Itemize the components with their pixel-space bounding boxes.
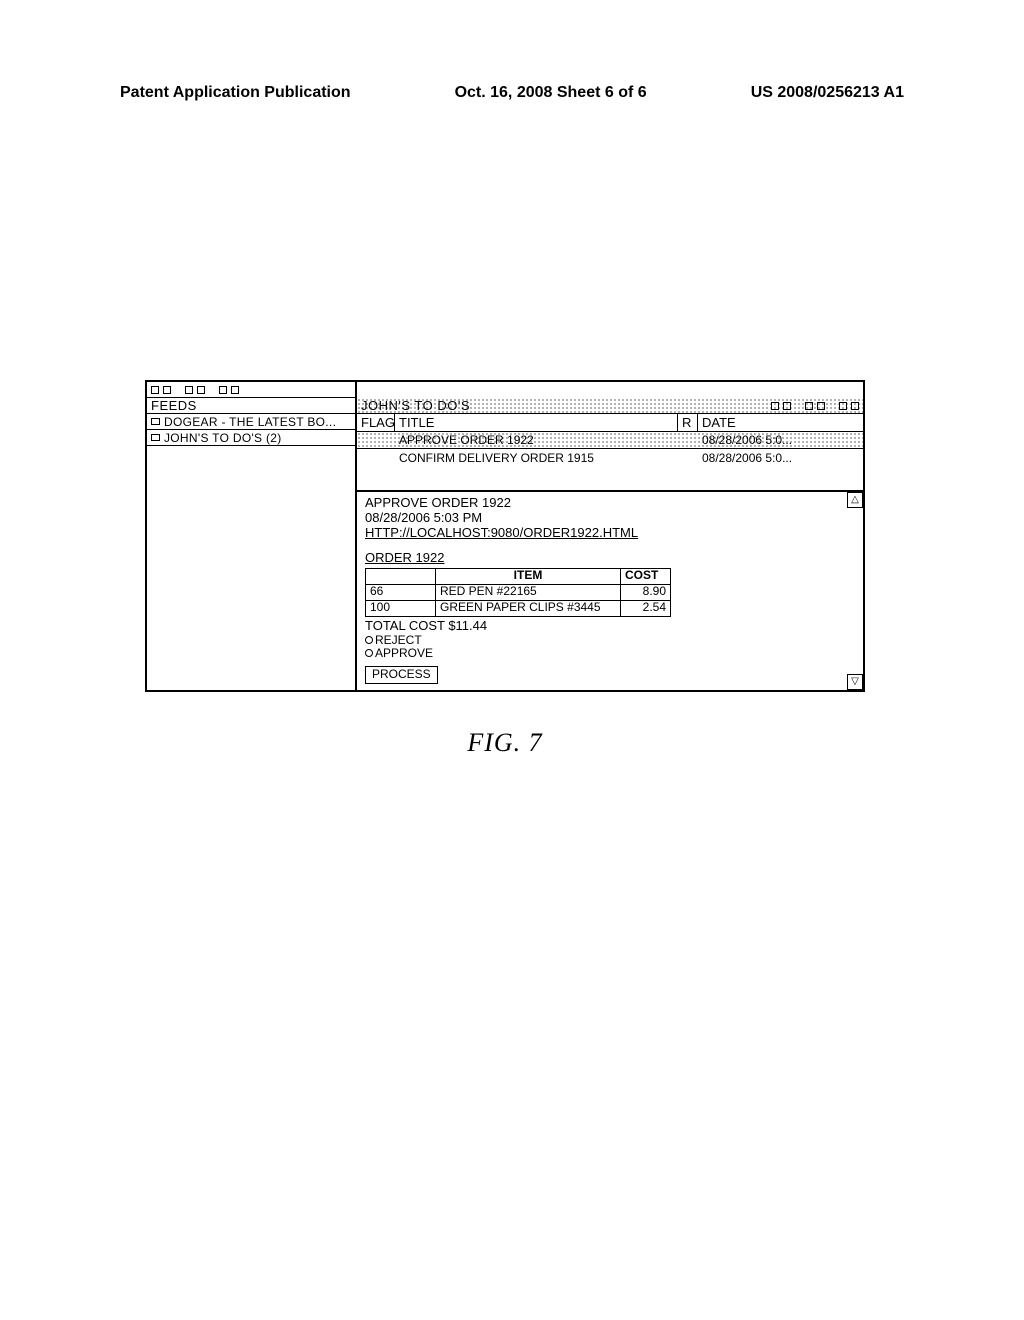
col-cost: COST [621, 568, 671, 584]
ui-frame: FEEDS DOGEAR - THE LATEST BO... JOHN'S T… [145, 380, 865, 692]
radio-icon [365, 649, 373, 657]
feed-icon [151, 434, 160, 441]
toolbar-icon[interactable] [817, 402, 825, 410]
toolbar-icon[interactable] [163, 386, 171, 394]
left-pane: FEEDS DOGEAR - THE LATEST BO... JOHN'S T… [147, 382, 357, 690]
col-qty [366, 568, 436, 584]
col-flag[interactable]: FLAG [357, 414, 395, 431]
right-pane: JOHN'S TO DO'S FLAG TITLE R DATE [357, 382, 863, 690]
header-right: US 2008/0256213 A1 [751, 84, 904, 102]
message-date: 08/28/2006 5:0... [698, 451, 863, 465]
feed-item-label: DOGEAR - THE LATEST BO... [164, 415, 336, 429]
cell-item: GREEN PAPER CLIPS #3445 [436, 600, 621, 616]
cell-item: RED PEN #22165 [436, 584, 621, 600]
cell-qty: 66 [366, 584, 436, 600]
radio-label: APPROVE [375, 647, 433, 660]
cell-cost: 8.90 [621, 584, 671, 600]
toolbar-icon[interactable] [771, 402, 779, 410]
col-item: ITEM [436, 568, 621, 584]
right-toolbar-spacer [357, 382, 863, 398]
right-header-icons [771, 402, 859, 410]
right-pane-header: JOHN'S TO DO'S [357, 398, 863, 414]
toolbar-icon[interactable] [197, 386, 205, 394]
detail-timestamp: 08/28/2006 5:03 PM [365, 511, 843, 526]
table-row: 100 GREEN PAPER CLIPS #3445 2.54 [366, 600, 671, 616]
message-title: APPROVE ORDER 1922 [395, 433, 678, 447]
toolbar-icon[interactable] [851, 402, 859, 410]
detail-link[interactable]: HTTP://LOCALHOST:9080/ORDER1922.HTML [365, 526, 843, 541]
message-title: CONFIRM DELIVERY ORDER 1915 [395, 451, 678, 465]
col-date[interactable]: DATE [698, 414, 863, 431]
col-r[interactable]: R [678, 414, 698, 431]
radio-icon [365, 636, 373, 644]
cell-cost: 2.54 [621, 600, 671, 616]
total-cost: TOTAL COST $11.44 [365, 619, 843, 634]
toolbar-icon[interactable] [783, 402, 791, 410]
feeds-header: FEEDS [147, 398, 355, 414]
order-title: ORDER 1922 [365, 551, 843, 566]
toolbar-icon[interactable] [151, 386, 159, 394]
toolbar-icon[interactable] [219, 386, 227, 394]
feed-icon [151, 418, 160, 425]
toolbar-icon[interactable] [805, 402, 813, 410]
scroll-up-button[interactable]: △ [847, 492, 863, 508]
page-header: Patent Application Publication Oct. 16, … [0, 84, 1024, 102]
table-header-row: ITEM COST [366, 568, 671, 584]
col-title[interactable]: TITLE [395, 414, 678, 431]
process-button[interactable]: PROCESS [365, 666, 438, 684]
column-headers: FLAG TITLE R DATE [357, 414, 863, 432]
figure-caption: FIG. 7 [145, 728, 865, 758]
message-row[interactable]: CONFIRM DELIVERY ORDER 1915 08/28/2006 5… [357, 449, 863, 466]
cell-qty: 100 [366, 600, 436, 616]
toolbar-icon[interactable] [231, 386, 239, 394]
radio-label: REJECT [375, 634, 422, 647]
toolbar-icon[interactable] [185, 386, 193, 394]
table-row: 66 RED PEN #22165 8.90 [366, 584, 671, 600]
detail-pane: △ APPROVE ORDER 1922 08/28/2006 5:03 PM … [357, 490, 863, 690]
feed-item-dogear[interactable]: DOGEAR - THE LATEST BO... [147, 414, 355, 430]
message-date: 08/28/2006 5:0... [698, 433, 863, 447]
feed-item-johns-todos[interactable]: JOHN'S TO DO'S (2) [147, 430, 355, 446]
header-center: Oct. 16, 2008 Sheet 6 of 6 [455, 84, 647, 102]
figure-wrapper: FEEDS DOGEAR - THE LATEST BO... JOHN'S T… [145, 380, 865, 758]
message-row[interactable]: APPROVE ORDER 1922 08/28/2006 5:0... [357, 432, 863, 449]
left-toolbar [147, 382, 355, 398]
right-pane-title: JOHN'S TO DO'S [361, 398, 470, 413]
radio-approve[interactable]: APPROVE [365, 647, 843, 660]
toolbar-icon[interactable] [839, 402, 847, 410]
feed-item-label: JOHN'S TO DO'S (2) [164, 431, 282, 445]
header-left: Patent Application Publication [120, 84, 351, 102]
order-table: ITEM COST 66 RED PEN #22165 8.90 100 GRE… [365, 568, 671, 617]
detail-heading: APPROVE ORDER 1922 [365, 496, 843, 511]
scroll-down-button[interactable]: ▽ [847, 674, 863, 690]
radio-reject[interactable]: REJECT [365, 634, 843, 647]
